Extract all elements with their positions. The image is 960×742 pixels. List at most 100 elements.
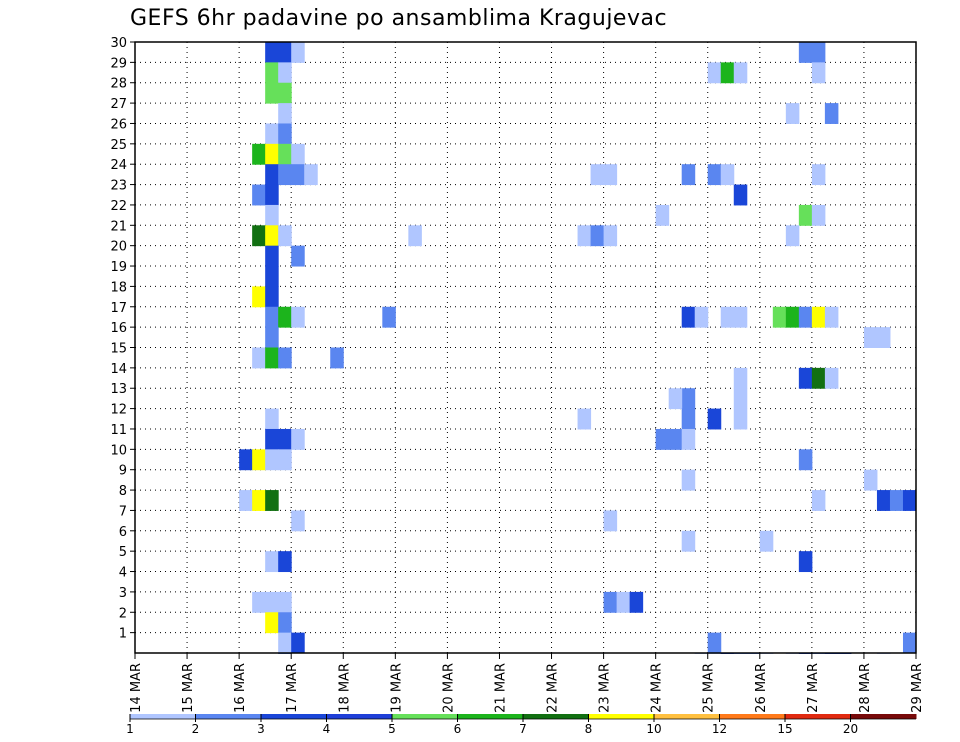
heatmap-cell — [252, 347, 266, 369]
heatmap-cell — [278, 428, 292, 450]
heatmap-cell — [252, 591, 266, 613]
x-tick-label: 28 MAR — [858, 663, 873, 713]
legend-swatch — [785, 714, 851, 719]
heatmap-cell — [603, 510, 618, 532]
heatmap-cell — [824, 367, 839, 389]
heatmap-cell — [798, 367, 813, 389]
heatmap-cell — [590, 164, 605, 186]
heatmap-cell — [278, 164, 292, 186]
heatmap-cell — [863, 327, 878, 348]
legend-label: 20 — [843, 722, 858, 736]
heatmap-cell — [720, 306, 735, 328]
heatmap-cell — [707, 164, 722, 186]
y-tick-label: 24 — [110, 158, 127, 173]
heatmap-cell — [681, 306, 696, 328]
legend-label: 4 — [323, 722, 331, 736]
y-tick-label: 28 — [110, 77, 127, 92]
heatmap-cell — [681, 388, 696, 410]
legend-swatch — [850, 714, 917, 719]
x-tick-label: 21 MAR — [493, 663, 508, 713]
heatmap-cell — [655, 204, 670, 226]
heatmap-cell — [876, 490, 891, 511]
heatmap-cell — [265, 306, 279, 328]
heatmap-cell — [798, 449, 813, 471]
legend-label: 6 — [454, 722, 462, 736]
heatmap-cell — [265, 408, 279, 430]
legend-label: 10 — [646, 722, 661, 736]
heatmap-cell — [733, 388, 748, 410]
heatmap-cell — [265, 204, 279, 226]
heatmap-cell — [759, 530, 774, 552]
heatmap-cell — [278, 449, 292, 471]
heatmap-cell — [265, 143, 279, 165]
legend-label: 2 — [192, 722, 200, 736]
x-tick-label: 18 MAR — [337, 663, 352, 713]
heatmap-cell — [629, 591, 644, 613]
y-tick-label: 29 — [110, 56, 127, 71]
y-tick-label: 20 — [110, 240, 127, 255]
heatmap-cell — [837, 653, 852, 654]
y-tick-label: 19 — [110, 260, 127, 275]
heatmap-cell — [278, 123, 292, 145]
y-tick-label: 17 — [110, 301, 127, 316]
y-tick-label: 22 — [110, 199, 127, 214]
legend-label: 5 — [388, 722, 396, 736]
y-tick-label: 16 — [110, 321, 127, 336]
heatmap-cell — [733, 62, 748, 84]
heatmap-cell — [291, 428, 305, 450]
heatmap-cell — [603, 164, 618, 186]
x-tick-label: 20 MAR — [441, 663, 456, 713]
x-tick-label: 26 MAR — [754, 663, 769, 713]
legend-label: 8 — [585, 722, 593, 736]
heatmap-cell — [265, 347, 279, 369]
heatmap-cell — [278, 632, 292, 654]
heatmap-cell — [278, 591, 292, 613]
y-tick-label: 8 — [119, 484, 127, 499]
y-tick-label: 13 — [110, 382, 127, 397]
y-tick-label: 11 — [110, 423, 127, 438]
heatmap-cell — [278, 143, 292, 165]
heatmap-cell — [902, 632, 916, 654]
heatmap-cell — [252, 184, 266, 206]
x-tick-label: 22 MAR — [546, 663, 561, 713]
legend-swatch — [457, 714, 524, 719]
y-tick-label: 2 — [119, 606, 127, 621]
heatmap-cell — [265, 551, 279, 573]
y-tick-label: 23 — [110, 179, 127, 194]
heatmap-cell — [655, 428, 670, 450]
heatmap-cell — [265, 123, 279, 145]
legend-swatch — [195, 714, 262, 719]
heatmap-cell — [902, 490, 916, 511]
heatmap-cell — [278, 103, 292, 124]
x-tick-label: 15 MAR — [181, 663, 196, 713]
heatmap-cell — [707, 62, 722, 84]
legend-label: 7 — [519, 722, 527, 736]
heatmap-cell — [590, 225, 605, 247]
y-tick-label: 3 — [119, 586, 127, 601]
chart-title: GEFS 6hr padavine po ansamblima Kragujev… — [130, 6, 668, 31]
heatmap-cell — [252, 143, 266, 165]
heatmap-cell — [265, 266, 279, 287]
heatmap-cell — [330, 347, 344, 369]
legend-swatch — [654, 714, 720, 719]
heatmap-cell — [252, 490, 266, 511]
heatmap-cell — [798, 42, 813, 63]
heatmap-cell — [863, 469, 878, 491]
x-tick-label: 17 MAR — [285, 663, 300, 713]
legend-swatch — [588, 714, 655, 719]
legend-label: 15 — [777, 722, 792, 736]
heatmap-cell — [291, 632, 305, 654]
legend-label: 3 — [257, 722, 265, 736]
legend-label: 1 — [126, 722, 134, 736]
heatmap-cell — [603, 225, 618, 247]
heatmap-cell — [265, 591, 279, 613]
legend-swatch — [392, 714, 458, 719]
legend-swatch — [130, 714, 196, 719]
heatmap-cell — [265, 184, 279, 206]
x-tick-label: 19 MAR — [389, 663, 404, 713]
y-tick-label: 25 — [110, 138, 127, 153]
heatmap-cell — [707, 632, 722, 654]
heatmap-cell — [304, 42, 318, 43]
heatmap-cell — [824, 306, 839, 328]
heatmap-cell — [785, 653, 800, 654]
